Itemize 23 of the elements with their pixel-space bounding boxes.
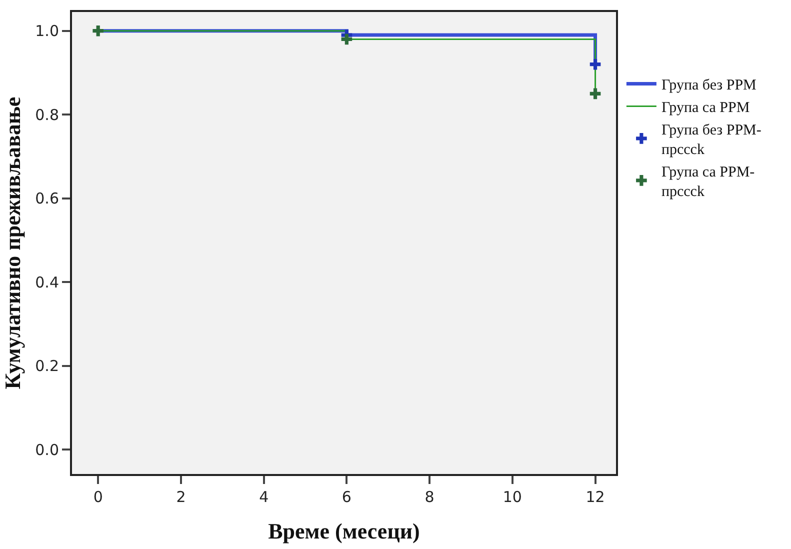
- x-axis-title: Време (месеци): [268, 518, 420, 544]
- x-tick-label: 12: [586, 488, 605, 506]
- x-tick-label: 2: [176, 488, 186, 506]
- point: [590, 88, 601, 100]
- y-tick-label: 0.0: [35, 440, 59, 459]
- x-tick-label: 10: [502, 488, 522, 506]
- point: [590, 58, 601, 70]
- point: [92, 25, 104, 36]
- y-tick-label: 0.8: [35, 106, 59, 124]
- point: [341, 34, 352, 45]
- x-tick-label: 4: [259, 488, 269, 506]
- legend-label: Група са РРМ: [661, 100, 750, 116]
- x-tick-label: 8: [424, 488, 434, 506]
- y-tick-label: 0.6: [35, 190, 59, 208]
- legend-label: Група без РРМ-прсссk: [661, 122, 762, 158]
- y-tick-label: 0.4: [35, 273, 59, 292]
- legend-label: Група без РРМ: [661, 78, 756, 94]
- y-tick-label: 1.0: [35, 22, 59, 40]
- legend-label: Група са РРМ-прсссk: [661, 164, 755, 200]
- y-tick-label: 0.2: [35, 357, 59, 376]
- x-tick-label: 0: [93, 488, 103, 506]
- x-tick-label: 6: [342, 488, 352, 506]
- y-axis-title: Кумулативно преживљавање: [0, 96, 25, 390]
